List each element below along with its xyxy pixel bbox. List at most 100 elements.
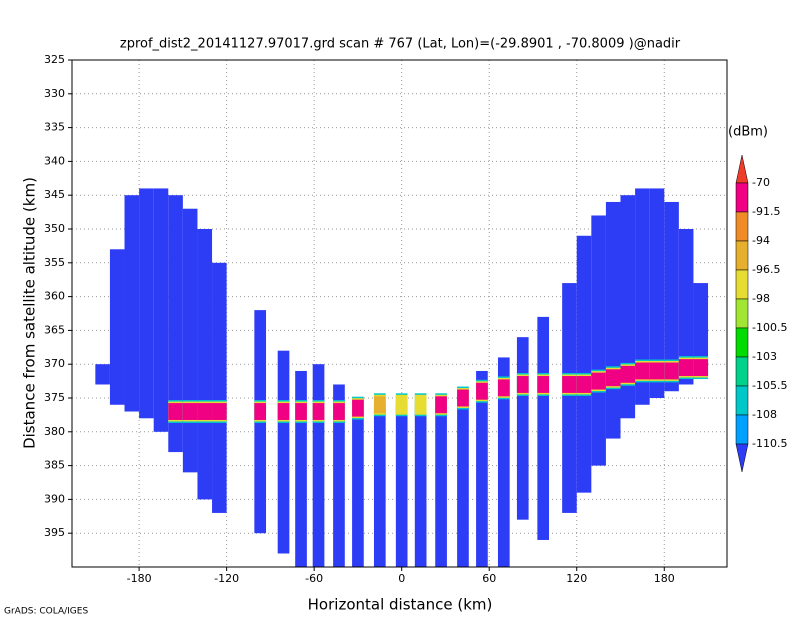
swath bbox=[435, 398, 447, 567]
bright-band bbox=[605, 369, 621, 387]
bright-band bbox=[395, 396, 408, 414]
x-tick-label: -60 bbox=[305, 572, 323, 585]
bright-band bbox=[312, 403, 325, 420]
y-tick-label: 390 bbox=[44, 492, 65, 505]
colorbar-box bbox=[735, 298, 749, 329]
y-axis-label: Distance from satellite altitude (km) bbox=[21, 177, 39, 449]
bright-band bbox=[562, 376, 577, 393]
colorbar-cap bbox=[735, 154, 749, 184]
swath bbox=[497, 357, 510, 567]
swath bbox=[562, 283, 577, 513]
colorbar-box bbox=[735, 385, 749, 416]
swath bbox=[605, 201, 621, 439]
colorbar-box bbox=[735, 182, 749, 213]
chart-title: zprof_dist2_20141127.97017.grd scan # 76… bbox=[120, 37, 681, 52]
swath bbox=[620, 195, 636, 419]
x-tick-label: 180 bbox=[654, 572, 675, 585]
bright-band bbox=[537, 376, 550, 393]
y-tick-label: 380 bbox=[44, 425, 65, 438]
swath bbox=[591, 215, 606, 466]
swath bbox=[395, 404, 408, 567]
bright-band bbox=[457, 389, 469, 407]
colorbar-box bbox=[735, 269, 749, 300]
colorbar-label: -70 bbox=[752, 176, 770, 189]
y-tick-label: 365 bbox=[44, 323, 65, 336]
swath bbox=[457, 391, 469, 567]
swath bbox=[414, 404, 427, 567]
colorbar-box bbox=[735, 356, 749, 387]
bright-band bbox=[649, 362, 665, 380]
swath bbox=[95, 364, 110, 385]
y-tick-label: 335 bbox=[44, 121, 65, 134]
bright-band bbox=[635, 362, 650, 380]
swath bbox=[168, 195, 183, 453]
y-tick-label: 355 bbox=[44, 256, 65, 269]
x-tick-label: 0 bbox=[398, 572, 405, 585]
swath bbox=[693, 283, 709, 378]
x-tick-label: -180 bbox=[127, 572, 152, 585]
bright-band bbox=[620, 365, 636, 383]
colorbar-label: -103 bbox=[752, 350, 777, 363]
bright-band bbox=[664, 362, 679, 380]
footer: GrADS: COLA/IGES bbox=[4, 607, 88, 617]
y-tick-label: 325 bbox=[44, 53, 65, 66]
colorbar-label: -110.5 bbox=[752, 437, 787, 450]
swath bbox=[212, 262, 227, 513]
bright-band bbox=[182, 403, 198, 420]
bright-band bbox=[295, 403, 307, 420]
swath bbox=[197, 229, 213, 500]
colorbar-label: -96.5 bbox=[752, 263, 780, 276]
bright-band bbox=[352, 399, 364, 417]
y-tick-label: 375 bbox=[44, 391, 65, 404]
colorbar-box bbox=[735, 327, 749, 358]
x-tick-label: 120 bbox=[566, 572, 587, 585]
bright-band bbox=[197, 403, 213, 420]
plot-frame bbox=[71, 59, 728, 568]
bright-band bbox=[212, 403, 227, 420]
y-tick-label: 360 bbox=[44, 290, 65, 303]
swath bbox=[537, 316, 550, 540]
swath bbox=[139, 188, 154, 419]
colorbar-label: -105.5 bbox=[752, 379, 787, 392]
swath bbox=[277, 350, 290, 554]
colorbar-label: -94 bbox=[752, 234, 770, 247]
bright-band bbox=[435, 396, 447, 414]
swath bbox=[664, 201, 679, 392]
bright-band bbox=[414, 396, 427, 414]
bright-band bbox=[497, 379, 510, 397]
swath bbox=[576, 235, 592, 493]
bright-band bbox=[576, 376, 592, 393]
swath bbox=[649, 188, 665, 398]
swath bbox=[333, 384, 345, 567]
swath bbox=[295, 370, 307, 567]
plot-layer bbox=[72, 59, 727, 567]
colorbar-box bbox=[735, 240, 749, 271]
x-tick-label: 60 bbox=[482, 572, 496, 585]
y-tick-label: 370 bbox=[44, 357, 65, 370]
bright-band bbox=[693, 359, 709, 377]
colorbar-label: -100.5 bbox=[752, 321, 787, 334]
y-tick-label: 345 bbox=[44, 188, 65, 201]
swath bbox=[476, 370, 488, 567]
colorbar-box bbox=[735, 414, 749, 445]
x-tick-label: -120 bbox=[214, 572, 239, 585]
colorbar-label: -98 bbox=[752, 292, 770, 305]
colorbar-unit: (dBm) bbox=[728, 125, 768, 140]
swath bbox=[516, 337, 529, 520]
colorbar-cap bbox=[735, 443, 749, 473]
bright-band bbox=[516, 376, 529, 393]
y-tick-label: 330 bbox=[44, 87, 65, 100]
y-tick-label: 395 bbox=[44, 526, 65, 539]
x-axis-label: Horizontal distance (km) bbox=[308, 596, 493, 614]
y-tick-label: 340 bbox=[44, 154, 65, 167]
swath bbox=[373, 404, 386, 567]
colorbar-box bbox=[735, 211, 749, 242]
swath bbox=[312, 364, 325, 567]
bright-band bbox=[476, 382, 488, 400]
swath bbox=[124, 195, 140, 412]
bright-band bbox=[168, 403, 183, 420]
swath bbox=[678, 229, 694, 385]
swath bbox=[182, 208, 198, 473]
bright-band bbox=[373, 396, 386, 414]
